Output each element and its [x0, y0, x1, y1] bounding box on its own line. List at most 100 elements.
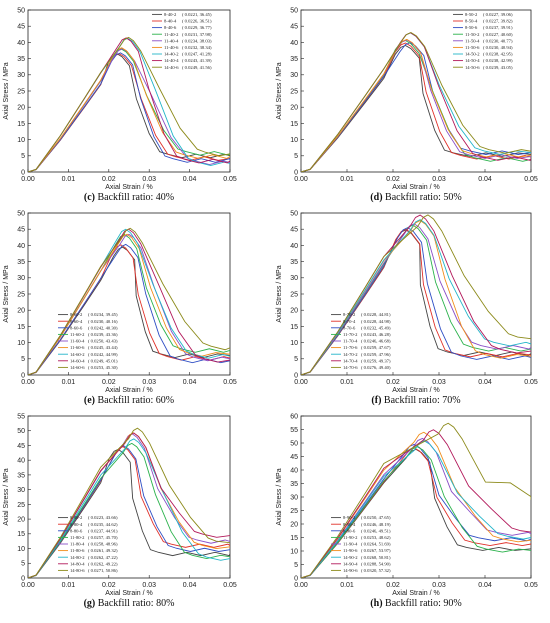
legend-label: 11-80-2 [70, 535, 85, 540]
legend-peak-values: ( 0.0253, 45.30) [88, 365, 118, 371]
y-tick-label: 25 [290, 291, 298, 298]
legend-label: 8-90-4 [343, 522, 356, 527]
legend-label: 11-80-6 [70, 548, 85, 553]
x-tick-label: 0.00 [21, 379, 35, 386]
legend-label: 8-70-6 [343, 325, 356, 330]
chart-panel-1: 0 5 10 15 20 25 30 35 40 45 50 0.00 0.01 0.02 0.03 0.04… [3, 7, 237, 203]
legend-peak-values: ( 0.0253, 48.62) [361, 535, 391, 541]
legend-label: 14-50-4 [465, 58, 480, 63]
y-tick-label: 5 [294, 562, 298, 569]
legend-label: 11-50-2 [465, 32, 480, 37]
y-tick-label: 25 [17, 88, 25, 95]
series-line-11-40-6 [28, 47, 230, 172]
y-tick-label: 45 [17, 227, 25, 234]
legend: 8-50-2 ( 0.0227, 39.06) 8-50-4 ( 0.0227, 39… [453, 12, 513, 71]
legend-peak-values: ( 0.0243, 41.39) [182, 58, 212, 64]
legend-label: 14-40-4 [164, 58, 179, 63]
y-tick-label: 30 [17, 487, 25, 494]
legend-label: 11-60-2 [70, 332, 85, 337]
series-line-8-90-6 [301, 443, 531, 578]
legend-peak-values: ( 0.0238, 42.95) [483, 52, 513, 58]
legend-peak-values: ( 0.0237, 44.91) [88, 528, 118, 534]
legend-peak-values: ( 0.0242, 40.30) [88, 325, 118, 331]
series-line-8-90-4 [301, 447, 531, 578]
y-tick-label: 35 [17, 472, 25, 479]
y-tick-label: 10 [17, 340, 25, 347]
legend-label: 8-80-4 [70, 522, 83, 527]
x-tick-label: 0.05 [524, 582, 538, 589]
legend-peak-values: ( 0.0232, 45.49) [361, 325, 391, 331]
series-line-8-70-4 [301, 228, 531, 375]
series-line-8-70-2 [301, 229, 531, 375]
legend-peak-values: ( 0.0234, 38.03) [182, 38, 212, 44]
y-tick-label: 20 [290, 308, 298, 315]
y-tick-label: 50 [290, 7, 298, 14]
y-tick-label: 35 [290, 56, 298, 63]
y-tick-label: 0 [294, 169, 298, 176]
legend-peak-values: ( 0.0246, 46.68) [361, 339, 391, 345]
legend-label: 14-80-6 [70, 568, 85, 573]
y-axis-label: Axial Stress / MPa [3, 468, 10, 525]
legend-peak-values: ( 0.0227, 40.60) [483, 32, 513, 38]
legend-peak-values: ( 0.0250, 47.65) [361, 515, 391, 521]
y-tick-label: 50 [17, 210, 25, 217]
legend-label: 14-80-2 [70, 555, 85, 560]
y-tick-label: 45 [290, 24, 298, 31]
x-tick-label: 0.01 [340, 379, 354, 386]
legend-peak-values: ( 0.0259, 49.37) [361, 358, 391, 364]
legend-label: 11-40-2 [164, 32, 179, 37]
y-tick-label: 50 [17, 7, 25, 14]
y-tick-label: 40 [17, 40, 25, 47]
x-tick-label: 0.00 [21, 176, 35, 183]
y-tick-label: 15 [17, 531, 25, 538]
legend-peak-values: ( 0.0227, 39.82) [483, 19, 513, 25]
legend-label: 8-40-4 [164, 19, 177, 24]
series-line-8-80-2 [28, 448, 230, 578]
legend-label: 14-40-2 [164, 52, 179, 57]
caption-letter: (d) [370, 192, 385, 203]
plot-frame [27, 415, 231, 579]
legend-peak-values: ( 0.0262, 49.22) [88, 561, 118, 567]
series-line-14-60-4 [28, 228, 230, 375]
x-tick-label: 0.05 [524, 176, 538, 183]
y-tick-label: 50 [17, 428, 25, 435]
legend-peak-values: ( 0.0239, 43.36) [88, 332, 118, 338]
caption-text: Backfill ratio: 50% [385, 192, 462, 203]
legend-peak-values: ( 0.0228, 44.81) [361, 312, 391, 318]
caption-text: Backfill ratio: 80% [98, 598, 175, 609]
legend-peak-values: ( 0.0247, 41.28) [182, 52, 212, 58]
y-tick-label: 0 [21, 575, 25, 582]
series-line-14-60-6 [28, 227, 230, 375]
y-tick-label: 25 [290, 508, 298, 515]
legend-label: 11-70-2 [343, 332, 358, 337]
legend-label: 8-80-6 [70, 528, 83, 533]
y-tick-label: 60 [290, 413, 298, 420]
y-axis-label: Axial Stress / MPa [3, 62, 10, 119]
legend-peak-values: ( 0.0243, 46.28) [361, 332, 391, 338]
legend-peak-values: ( 0.0258, 48.96) [88, 542, 118, 548]
x-axis-label: Axial Strain / % [392, 590, 439, 597]
y-tick-label: 10 [290, 548, 298, 555]
legend-label: 8-70-4 [343, 319, 356, 324]
series-line-11-90-6 [301, 431, 531, 578]
legend-peak-values: ( 0.0223, 43.66) [88, 515, 118, 521]
legend-label: 14-50-2 [465, 52, 480, 57]
series-line-8-60-2 [28, 246, 230, 375]
legend-peak-values: ( 0.0242, 44.99) [88, 352, 118, 358]
legend-peak-values: ( 0.0249, 41.56) [182, 65, 212, 71]
y-tick-label: 15 [17, 121, 25, 128]
series-line-11-80-6 [28, 432, 230, 578]
caption-text: Backfill ratio: 90% [385, 598, 462, 609]
series-line-11-90-2 [301, 446, 531, 578]
legend-peak-values: ( 0.0267, 53.97) [361, 548, 391, 554]
x-tick-label: 0.01 [62, 176, 76, 183]
y-tick-label: 0 [21, 372, 25, 379]
legend-label: 14-70-4 [343, 358, 358, 363]
legend-label: 11-90-6 [343, 548, 358, 553]
y-tick-label: 10 [290, 137, 298, 144]
x-tick-label: 0.03 [432, 379, 446, 386]
legend-label: 11-60-6 [70, 345, 85, 350]
legend-label: 14-90-4 [343, 561, 358, 566]
y-tick-label: 45 [17, 24, 25, 31]
